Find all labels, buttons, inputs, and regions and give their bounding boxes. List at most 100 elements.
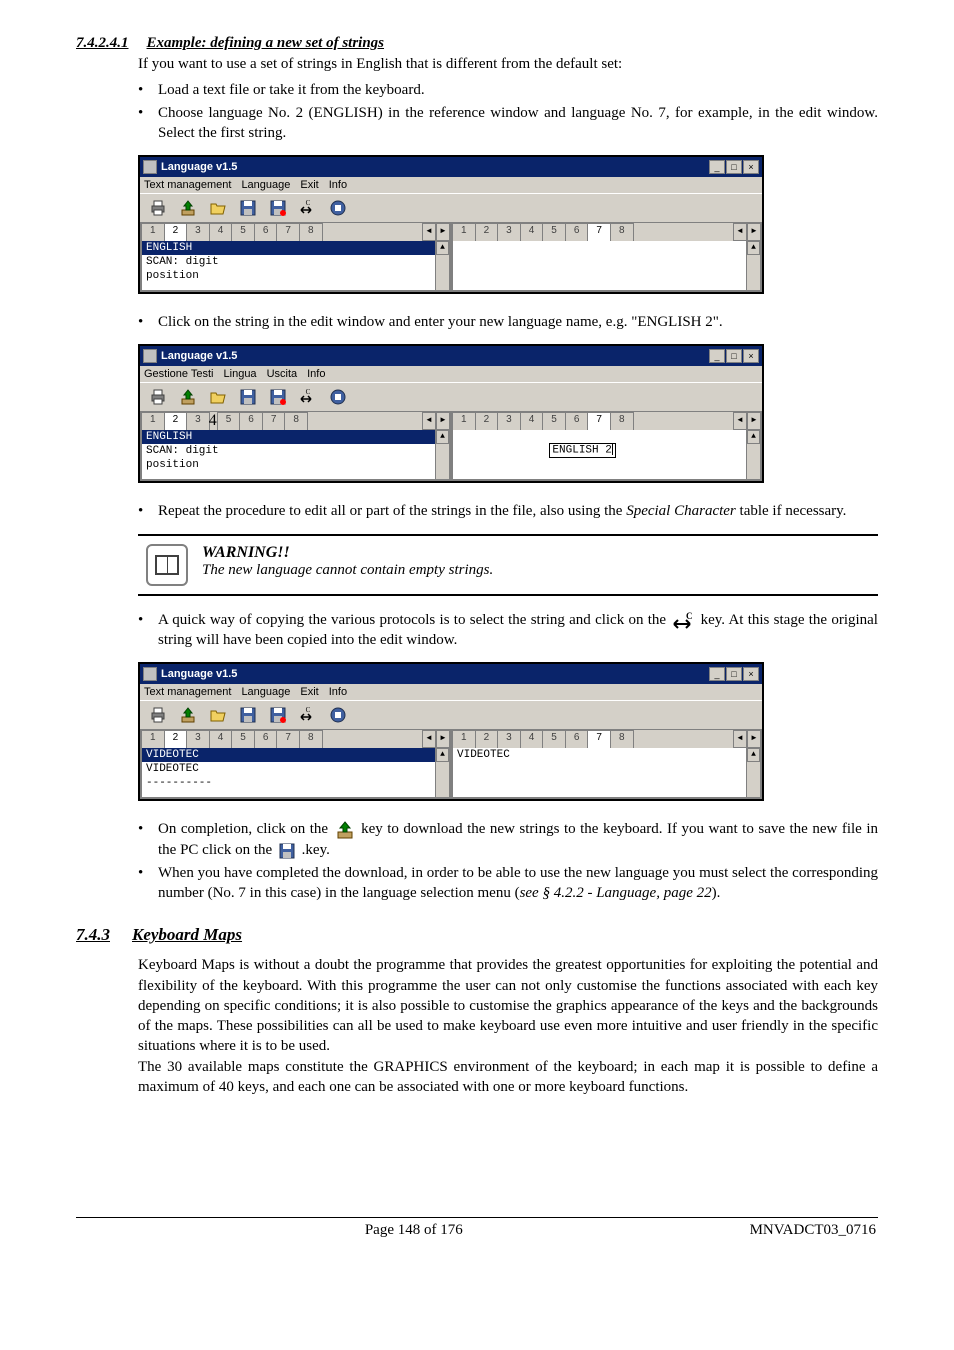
tab-2[interactable]: 2 <box>164 730 188 748</box>
tab-3[interactable]: 3 <box>497 730 521 748</box>
open-icon[interactable] <box>206 704 230 726</box>
tab-8[interactable]: 8 <box>610 223 634 241</box>
tab-6[interactable]: 6 <box>254 223 278 241</box>
tab-7[interactable]: 7 <box>587 412 611 430</box>
menu-exit[interactable]: Exit <box>300 686 318 698</box>
tab-1[interactable]: 1 <box>141 730 165 748</box>
upload-icon[interactable] <box>176 704 200 726</box>
tab-prev[interactable]: ◄ <box>422 223 436 241</box>
tab-3[interactable]: 3 <box>186 730 210 748</box>
menu-text-management[interactable]: Text management <box>144 686 231 698</box>
left-list[interactable]: ENGLISH SCAN: digit position ▲ <box>141 430 450 480</box>
tab-3[interactable]: 3 <box>497 412 521 430</box>
tab-7[interactable]: 7 <box>276 223 300 241</box>
tab-3[interactable]: 3 <box>186 223 210 241</box>
tab-6[interactable]: 6 <box>254 730 278 748</box>
scroll-up[interactable]: ▲ <box>436 748 449 762</box>
tab-5[interactable]: 5 <box>542 412 566 430</box>
minimize-button[interactable]: _ <box>709 667 725 681</box>
tab-next[interactable]: ► <box>747 223 761 241</box>
tab-prev[interactable]: ◄ <box>733 223 747 241</box>
scroll-up[interactable]: ▲ <box>436 241 449 255</box>
save-marked-icon[interactable] <box>266 704 290 726</box>
tab-next[interactable]: ► <box>436 223 450 241</box>
tab-6[interactable]: 6 <box>565 223 589 241</box>
copy-arrow-icon[interactable]: C <box>296 386 320 408</box>
stop-icon[interactable] <box>326 386 350 408</box>
close-button[interactable]: × <box>743 349 759 363</box>
scrollbar[interactable]: ▲ <box>746 748 760 797</box>
tab-8[interactable]: 8 <box>610 412 634 430</box>
tab-4[interactable]: 4 <box>520 223 544 241</box>
tab-prev[interactable]: ◄ <box>422 412 436 430</box>
tab-prev[interactable]: ◄ <box>733 730 747 748</box>
tab-6[interactable]: 6 <box>565 412 589 430</box>
open-icon[interactable] <box>206 386 230 408</box>
tab-1[interactable]: 1 <box>452 730 476 748</box>
scroll-up[interactable]: ▲ <box>747 430 760 444</box>
list-row[interactable] <box>453 241 760 243</box>
maximize-button[interactable]: □ <box>726 349 742 363</box>
scrollbar[interactable]: ▲ <box>435 430 449 479</box>
right-list[interactable]: VIDEOTEC ▲ <box>452 748 761 798</box>
list-row[interactable]: VIDEOTEC <box>453 748 760 762</box>
tab-4[interactable]: 4 <box>209 412 217 430</box>
scroll-up[interactable]: ▲ <box>747 241 760 255</box>
tab-4[interactable]: 4 <box>520 412 544 430</box>
tab-5[interactable]: 5 <box>542 730 566 748</box>
upload-icon[interactable] <box>176 197 200 219</box>
tab-2[interactable]: 2 <box>475 412 499 430</box>
menu-info[interactable]: Info <box>329 179 347 191</box>
edit-cell[interactable]: ENGLISH 2 <box>549 443 615 457</box>
menu-exit[interactable]: Uscita <box>267 368 298 380</box>
minimize-button[interactable]: _ <box>709 160 725 174</box>
menu-language[interactable]: Lingua <box>224 368 257 380</box>
tab-5[interactable]: 5 <box>217 412 241 430</box>
stop-icon[interactable] <box>326 704 350 726</box>
menu-exit[interactable]: Exit <box>300 179 318 191</box>
tab-5[interactable]: 5 <box>231 730 255 748</box>
tab-7[interactable]: 7 <box>262 412 286 430</box>
minimize-button[interactable]: _ <box>709 349 725 363</box>
tab-prev[interactable]: ◄ <box>422 730 436 748</box>
save-marked-icon[interactable] <box>266 386 290 408</box>
open-icon[interactable] <box>206 197 230 219</box>
list-row-selected[interactable]: VIDEOTEC <box>142 748 449 762</box>
menu-text-management[interactable]: Gestione Testi <box>144 368 214 380</box>
tab-2[interactable]: 2 <box>475 730 499 748</box>
list-row-editing[interactable]: ENGLISH 2 <box>453 430 760 470</box>
tab-3[interactable]: 3 <box>186 412 210 430</box>
tab-next[interactable]: ► <box>436 412 450 430</box>
save-icon[interactable] <box>236 386 260 408</box>
close-button[interactable]: × <box>743 667 759 681</box>
tab-1[interactable]: 1 <box>452 412 476 430</box>
left-list[interactable]: VIDEOTEC VIDEOTEC ---------- ▲ <box>141 748 450 798</box>
tab-7[interactable]: 7 <box>587 223 611 241</box>
scrollbar[interactable]: ▲ <box>435 241 449 290</box>
tab-next[interactable]: ► <box>436 730 450 748</box>
tab-5[interactable]: 5 <box>542 223 566 241</box>
tab-2[interactable]: 2 <box>164 223 188 241</box>
list-row-selected[interactable]: ENGLISH <box>142 430 449 444</box>
tab-8[interactable]: 8 <box>299 730 323 748</box>
tab-3[interactable]: 3 <box>497 223 521 241</box>
tab-1[interactable]: 1 <box>141 412 165 430</box>
left-list[interactable]: ENGLISH SCAN: digit position ▲ <box>141 241 450 291</box>
list-row[interactable]: position <box>142 458 449 472</box>
scrollbar[interactable]: ▲ <box>435 748 449 797</box>
right-list[interactable]: ▲ <box>452 241 761 291</box>
scrollbar[interactable]: ▲ <box>746 241 760 290</box>
menu-language[interactable]: Language <box>241 179 290 191</box>
list-row[interactable]: VIDEOTEC <box>142 762 449 776</box>
list-row[interactable]: position <box>142 269 449 283</box>
tab-5[interactable]: 5 <box>231 223 255 241</box>
tab-2[interactable]: 2 <box>164 412 188 430</box>
tab-4[interactable]: 4 <box>209 730 233 748</box>
list-row[interactable]: ---------- <box>142 776 449 790</box>
tab-8[interactable]: 8 <box>284 412 308 430</box>
tab-6[interactable]: 6 <box>239 412 263 430</box>
menu-text-management[interactable]: Text management <box>144 179 231 191</box>
tab-4[interactable]: 4 <box>209 223 233 241</box>
menu-info[interactable]: Info <box>307 368 325 380</box>
list-row[interactable]: SCAN: digit <box>142 255 449 269</box>
